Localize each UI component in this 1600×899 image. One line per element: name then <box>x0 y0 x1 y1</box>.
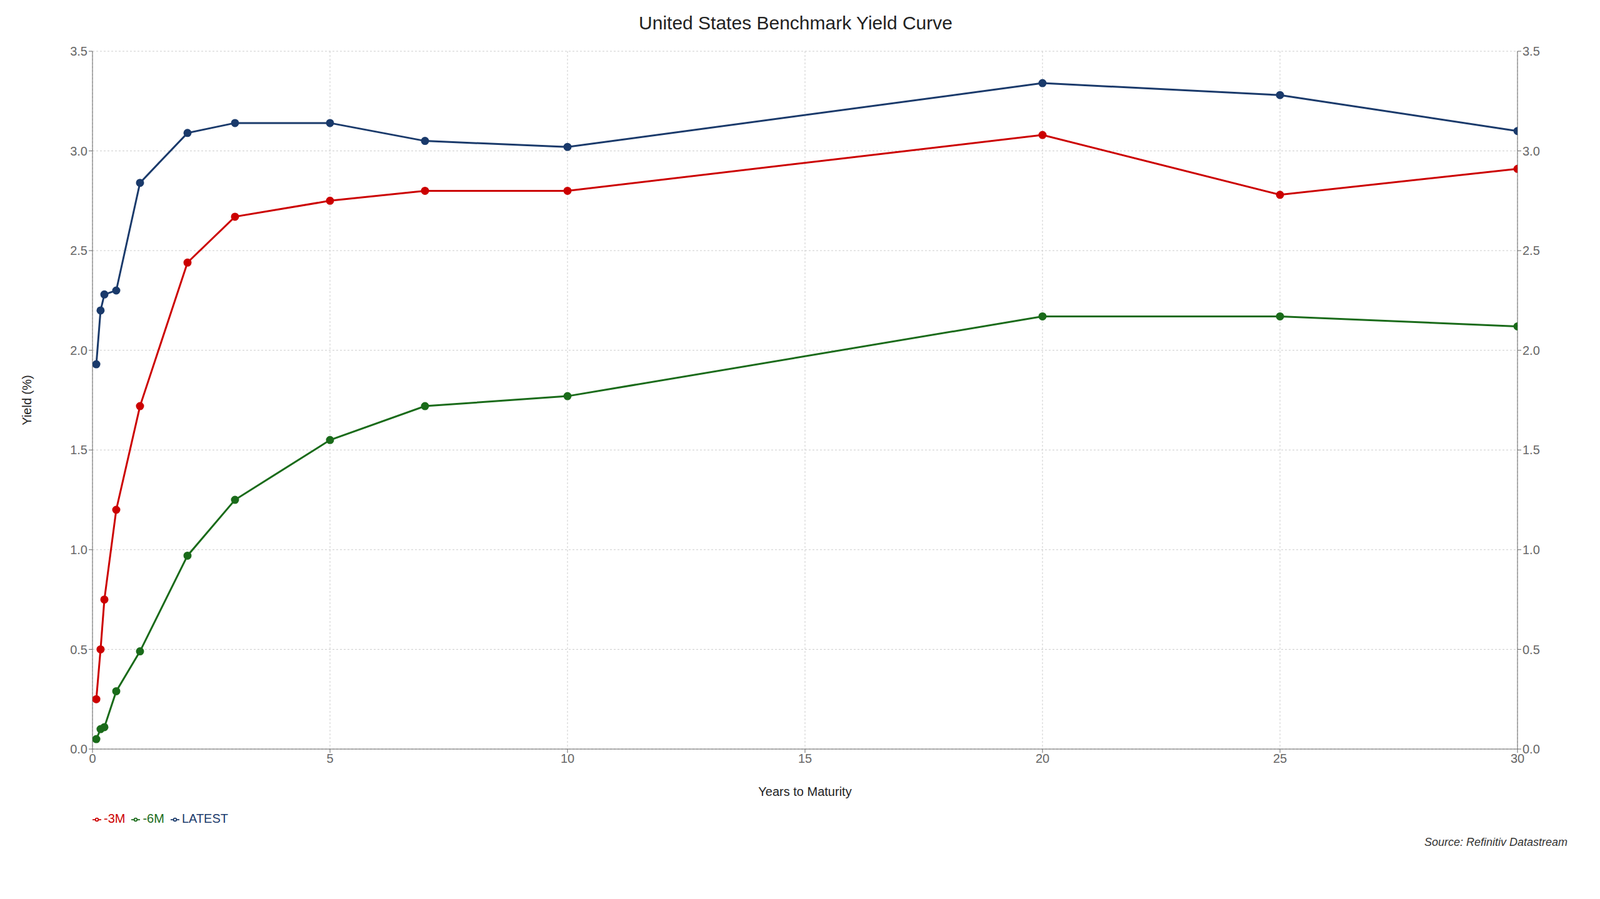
svg-text:2.0: 2.0 <box>70 343 88 358</box>
svg-text:20: 20 <box>1035 751 1050 766</box>
svg-text:1.0: 1.0 <box>70 543 88 557</box>
svg-text:10: 10 <box>560 751 575 766</box>
svg-text:25: 25 <box>1273 751 1287 766</box>
svg-text:3.0: 3.0 <box>70 144 88 159</box>
html-text:LATEST: LATEST <box>181 811 229 826</box>
svg-text:2.0: 2.0 <box>1522 343 1540 358</box>
html-text:Source: Refinitiv Datastream: Source: Refinitiv Datastream <box>1424 836 1568 849</box>
svg-text:3.5: 3.5 <box>70 44 88 59</box>
html-text:-3M: -3M <box>103 811 126 826</box>
html-text:United States Benchmark Yield: United States Benchmark Yield Curve <box>638 12 953 34</box>
svg-text:5: 5 <box>326 751 334 766</box>
svg-text:2.5: 2.5 <box>70 243 88 258</box>
svg-text:3.0: 3.0 <box>1522 144 1540 159</box>
svg-text:2.5: 2.5 <box>1522 243 1540 258</box>
svg-text:30: 30 <box>1510 752 1525 766</box>
svg-text:3.5: 3.5 <box>1522 44 1540 59</box>
svg-text:1.0: 1.0 <box>1522 543 1540 557</box>
svg-text:1.5: 1.5 <box>1522 443 1540 457</box>
svg-text:Years to Maturity: Years to Maturity <box>758 785 852 799</box>
svg-text:Yield (%): Yield (%) <box>20 375 34 425</box>
html-text:-6M: -6M <box>142 811 165 826</box>
svg-text:0.0: 0.0 <box>1522 742 1540 757</box>
svg-text:1.5: 1.5 <box>70 443 88 457</box>
svg-text:0.5: 0.5 <box>70 643 88 657</box>
svg-text:0.0: 0.0 <box>70 742 88 757</box>
svg-text:0: 0 <box>88 751 96 766</box>
svg-text:15: 15 <box>798 751 812 766</box>
svg-text:0.5: 0.5 <box>1522 643 1540 657</box>
